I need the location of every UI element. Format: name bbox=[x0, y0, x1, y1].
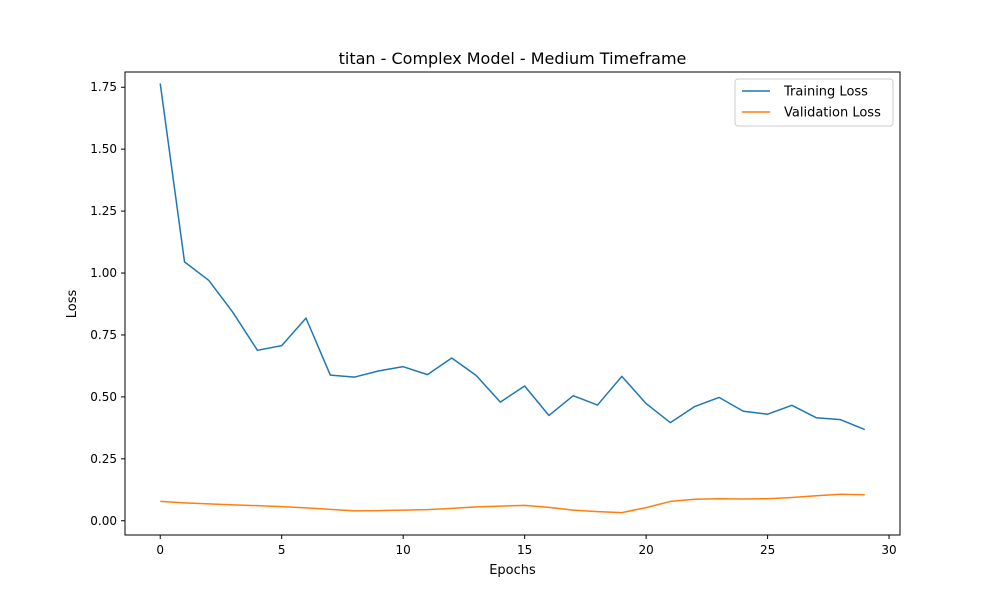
y-tick-label: 1.75 bbox=[90, 80, 117, 94]
plot-area: 0 5 10 15 20 25 30 0.00 0.25 0.50 0.75 1.00 1.25 1.5… bbox=[90, 71, 901, 557]
legend-label: Validation Loss bbox=[784, 106, 881, 121]
y-tick-label: 0.75 bbox=[90, 328, 117, 342]
legend-label: Training Loss bbox=[783, 85, 868, 100]
y-axis-label: Loss bbox=[65, 290, 80, 319]
legend: Training Loss Validation Loss bbox=[734, 78, 894, 127]
x-axis-label: Epochs bbox=[489, 563, 536, 578]
y-tick-label: 0.50 bbox=[90, 390, 117, 404]
x-tick-label: 20 bbox=[638, 543, 653, 557]
chart-title: titan - Complex Model - Medium Timeframe bbox=[339, 49, 687, 68]
x-tick-label: 5 bbox=[278, 543, 286, 557]
y-tick-label: 1.00 bbox=[90, 266, 117, 280]
x-tick-label: 15 bbox=[517, 543, 532, 557]
y-tick-label: 1.50 bbox=[90, 142, 117, 156]
series-layer bbox=[159, 83, 866, 514]
x-tick-label: 30 bbox=[881, 543, 896, 557]
y-tick-label: 0.00 bbox=[90, 514, 117, 528]
x-tick-label: 25 bbox=[760, 543, 775, 557]
axes-frame bbox=[124, 71, 901, 536]
series-line-validation-loss bbox=[160, 493, 865, 514]
y-tick-label: 1.25 bbox=[90, 204, 117, 218]
series-line-training-loss bbox=[159, 83, 866, 431]
x-axis: 0 5 10 15 20 25 30 bbox=[156, 535, 897, 557]
legend-box bbox=[734, 78, 894, 127]
y-tick-label: 0.25 bbox=[90, 452, 117, 466]
y-axis: 0.00 0.25 0.50 0.75 1.00 1.25 1.50 1.75 bbox=[90, 80, 125, 528]
x-tick-label: 10 bbox=[396, 543, 411, 557]
x-tick-label: 0 bbox=[156, 543, 164, 557]
